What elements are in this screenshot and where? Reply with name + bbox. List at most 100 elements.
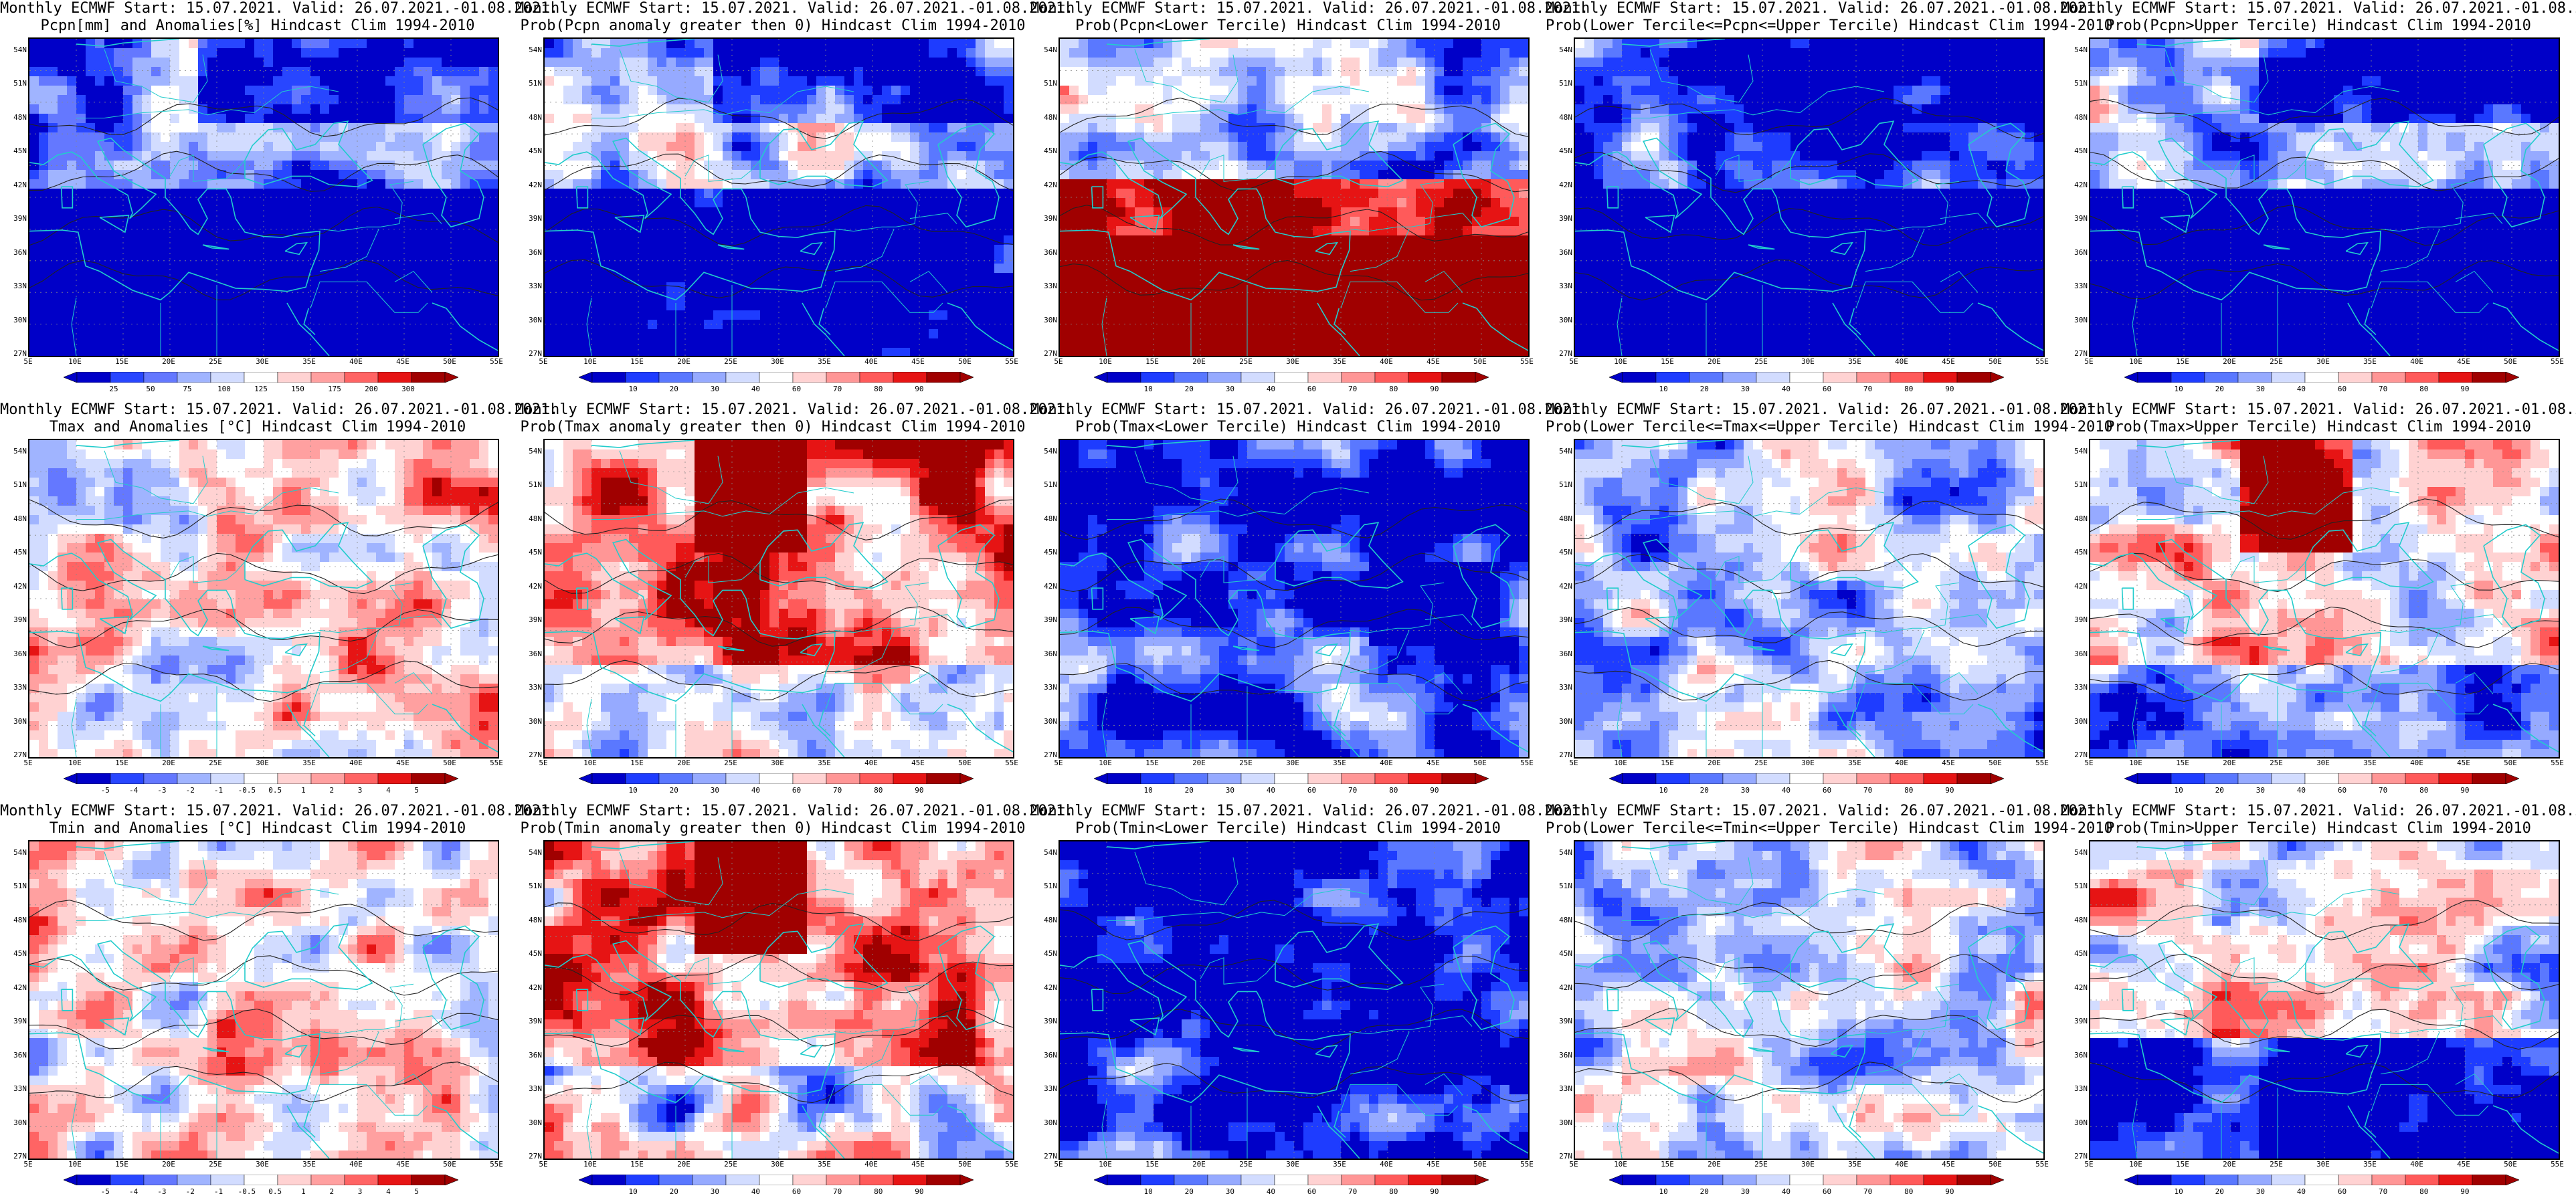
- field-cell: [264, 179, 274, 189]
- field-cell: [357, 76, 367, 86]
- field-cell: [292, 282, 302, 292]
- field-cell: [545, 207, 555, 217]
- colorbar-label: 10: [628, 385, 637, 393]
- field-cell: [226, 245, 236, 255]
- field-cell: [1481, 217, 1491, 227]
- field-cell: [788, 189, 798, 199]
- field-cell: [1079, 292, 1089, 302]
- field-cell: [779, 58, 789, 68]
- field-cell: [1509, 245, 1520, 255]
- field-cell: [86, 76, 96, 86]
- field-cell: [282, 123, 292, 133]
- field-cell: [179, 189, 189, 199]
- field-cell: [1406, 58, 1416, 68]
- field-cell: [1509, 217, 1520, 227]
- latitude-tick-label: 36N: [5, 248, 27, 257]
- field-cell: [292, 292, 302, 302]
- field-cell: [1444, 48, 1454, 58]
- field-cell: [95, 254, 105, 264]
- field-cell: [1266, 282, 1276, 292]
- field-cell: [1453, 264, 1463, 274]
- field-cell: [273, 226, 283, 236]
- field-cell: [123, 179, 133, 189]
- field-cell: [1154, 179, 1164, 189]
- field-cell: [264, 132, 274, 142]
- field-cell: [413, 301, 424, 311]
- field-cell: [1378, 58, 1388, 68]
- field-cell: [1397, 226, 1407, 236]
- field-cell: [1107, 264, 1117, 274]
- field-cell: [1191, 217, 1201, 227]
- field-cell: [339, 282, 349, 292]
- field-cell: [95, 170, 105, 180]
- field-cell: [1125, 86, 1135, 96]
- field-cell: [788, 254, 798, 264]
- field-cell: [39, 170, 49, 180]
- field-cell: [114, 320, 124, 330]
- field-cell: [929, 132, 939, 142]
- field-cell: [367, 151, 377, 161]
- field-cell: [929, 292, 939, 302]
- field-cell: [404, 301, 414, 311]
- field-cell: [1519, 226, 1528, 236]
- field-cell: [1406, 114, 1416, 124]
- field-cell: [1313, 282, 1323, 292]
- field-cell: [919, 142, 929, 152]
- field-cell: [1472, 104, 1482, 114]
- field-cell: [872, 86, 883, 96]
- field-cell: [666, 76, 676, 86]
- field-cell: [938, 58, 948, 68]
- field-cell: [151, 301, 161, 311]
- field-cell: [282, 348, 292, 356]
- field-cell: [1491, 161, 1501, 171]
- colorbar-low-arrow: [579, 372, 593, 383]
- field-cell: [413, 104, 424, 114]
- field-cell: [1294, 142, 1304, 152]
- field-cell: [413, 292, 424, 302]
- field-cell: [910, 86, 920, 96]
- field-cell: [367, 292, 377, 302]
- field-cell: [816, 86, 826, 96]
- field-cell: [844, 48, 854, 58]
- field-cell: [1472, 142, 1482, 152]
- field-cell: [1144, 48, 1154, 58]
- field-cell: [1238, 76, 1248, 86]
- field-cell: [132, 142, 143, 152]
- field-cell: [1388, 217, 1398, 227]
- field-cell: [236, 217, 246, 227]
- field-cell: [957, 301, 967, 311]
- longitude-tick-label: 30E: [771, 357, 784, 366]
- field-cell: [844, 142, 854, 152]
- field-cell: [1425, 189, 1435, 199]
- field-cell: [704, 292, 714, 302]
- field-cell: [198, 58, 208, 68]
- field-cell: [282, 254, 292, 264]
- colorbar: [579, 372, 974, 383]
- field-cell: [170, 226, 180, 236]
- field-cell: [788, 142, 798, 152]
- field-cell: [151, 123, 161, 133]
- field-cell: [1463, 114, 1473, 124]
- field-cell: [1088, 123, 1098, 133]
- field-cell: [451, 226, 461, 236]
- field-cell: [1397, 254, 1407, 264]
- field-cell: [1481, 48, 1491, 58]
- field-cell: [385, 198, 395, 208]
- field-cell: [976, 189, 986, 199]
- field-cell: [835, 207, 845, 217]
- field-cell: [835, 226, 845, 236]
- field-cell: [329, 95, 339, 105]
- field-cell: [1097, 67, 1107, 77]
- field-cell: [1406, 67, 1416, 77]
- field-cell: [826, 161, 836, 171]
- field-cell: [1163, 58, 1173, 68]
- field-cell: [976, 338, 986, 348]
- field-cell: [1219, 104, 1229, 114]
- field-cell: [910, 245, 920, 255]
- field-cell: [901, 273, 911, 283]
- field-cell: [1509, 58, 1520, 68]
- field-cell: [685, 95, 695, 105]
- field-cell: [798, 226, 808, 236]
- field-cell: [732, 95, 742, 105]
- field-cell: [685, 123, 695, 133]
